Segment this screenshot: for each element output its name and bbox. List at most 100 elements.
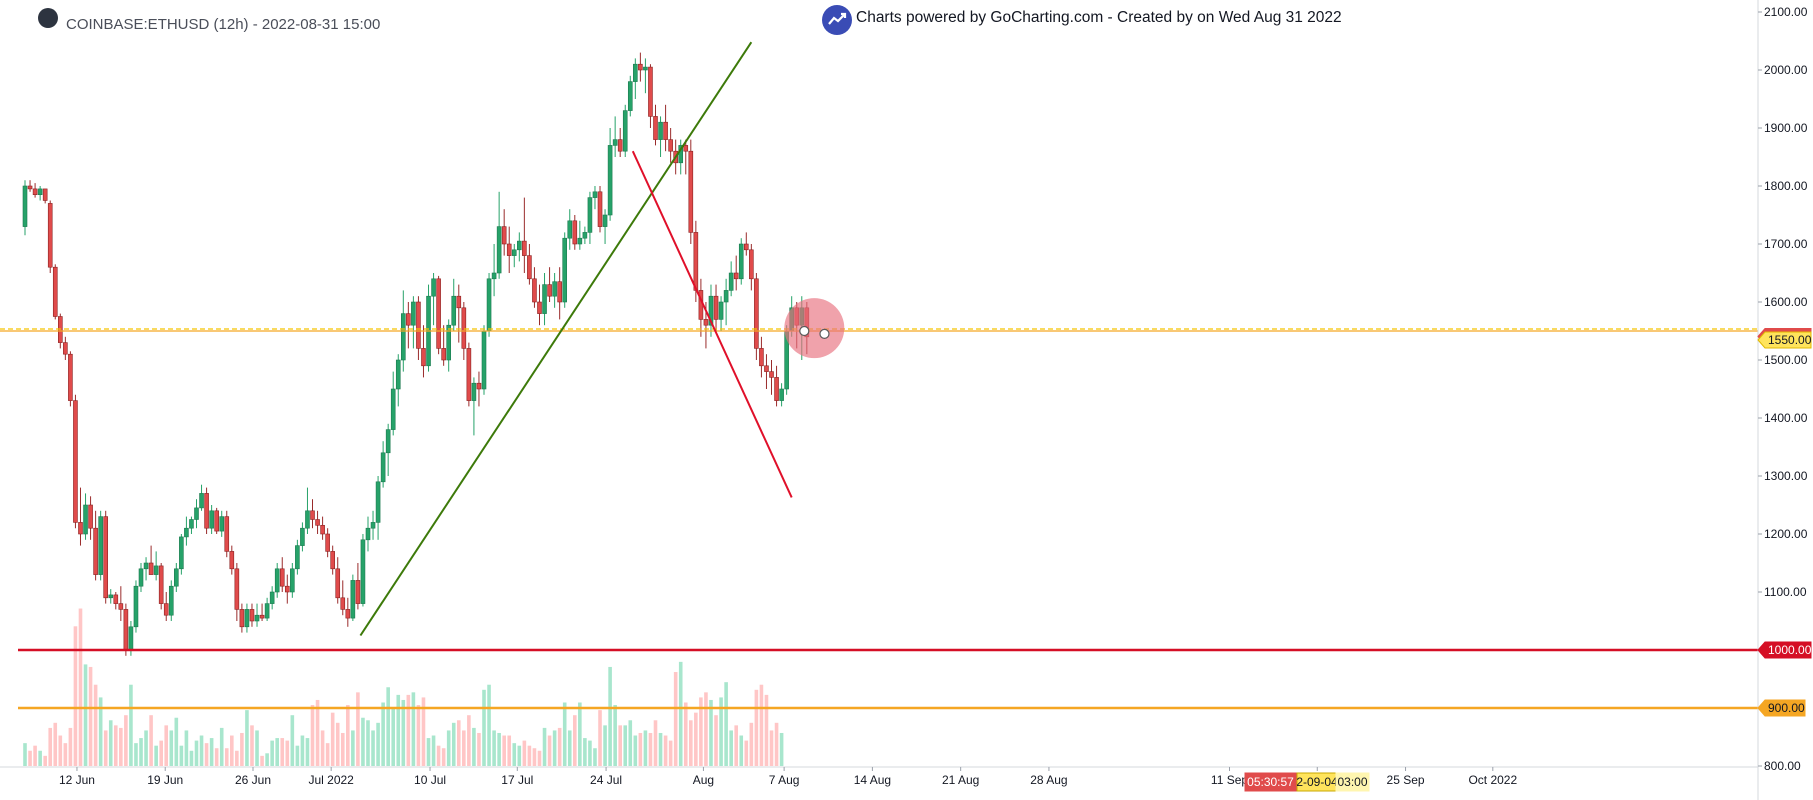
candle-body xyxy=(199,493,204,509)
candle-body xyxy=(622,110,628,152)
candle-body xyxy=(400,313,406,361)
volume-bar xyxy=(189,750,194,766)
candle-body xyxy=(108,594,114,599)
volume-bar xyxy=(245,710,249,766)
candle-body xyxy=(123,609,129,651)
candle-body xyxy=(47,203,53,268)
volume-bar xyxy=(93,684,98,766)
candle-body xyxy=(718,301,724,320)
candle-body xyxy=(375,481,381,523)
candle-body xyxy=(653,116,658,140)
volume-bar xyxy=(386,687,390,766)
volume-bar xyxy=(124,715,128,766)
volume-bar xyxy=(522,740,527,766)
candle-body xyxy=(68,353,73,401)
volume-bar xyxy=(769,730,774,766)
candle-body xyxy=(274,568,280,593)
volume-bar xyxy=(643,730,648,766)
volume-bar xyxy=(628,720,633,766)
volume-bar xyxy=(744,740,749,766)
candle-body xyxy=(78,522,83,535)
volume-bar xyxy=(421,697,426,766)
volume-bar xyxy=(396,694,401,766)
candle-body xyxy=(370,522,376,529)
candle-body xyxy=(184,527,189,538)
candle-body xyxy=(527,255,532,280)
volume-bar xyxy=(663,735,668,766)
candle-body xyxy=(743,243,749,251)
volume-bar xyxy=(658,732,663,766)
candle-body xyxy=(229,551,235,570)
candle-body xyxy=(471,382,477,401)
candle-body xyxy=(300,527,305,546)
y-tick-label: 1500.00 xyxy=(1764,353,1808,367)
volume-bar xyxy=(653,720,658,766)
volume-bar xyxy=(497,732,501,766)
volume-bar xyxy=(446,730,451,766)
candle-body xyxy=(592,191,598,198)
volume-bar xyxy=(416,705,421,766)
countdown-tag-label: 05:30:57 xyxy=(1247,775,1294,789)
volume-bar xyxy=(275,738,279,766)
candle-body xyxy=(643,66,648,71)
candle-body xyxy=(249,609,255,622)
volume-bar xyxy=(774,722,779,766)
volume-bar xyxy=(694,712,698,766)
candle-body xyxy=(738,243,744,280)
candle-body xyxy=(395,359,401,390)
volume-bar xyxy=(139,738,143,766)
candle-body xyxy=(638,63,643,71)
candle-body xyxy=(290,568,295,593)
candle-body xyxy=(254,614,260,622)
candle-body xyxy=(385,429,391,454)
hour-tag-bg xyxy=(1335,772,1370,792)
downtrend-line xyxy=(631,150,793,498)
volume-bar xyxy=(134,743,138,766)
x-tick-label: 24 Jul xyxy=(590,773,622,787)
x-tick-label: 25 Sep xyxy=(1387,773,1425,787)
volume-bar xyxy=(235,750,239,766)
volume-bar xyxy=(482,689,486,766)
candle-body xyxy=(723,290,729,303)
candle-body xyxy=(390,388,396,430)
volume-bar xyxy=(230,735,234,766)
candle-body xyxy=(476,382,482,390)
volume-bar xyxy=(603,725,607,766)
candle-body xyxy=(627,81,633,111)
volume-bar xyxy=(552,730,557,766)
volume-bar xyxy=(583,738,587,766)
volume-bar xyxy=(103,730,108,766)
candle-body xyxy=(764,365,769,372)
candle-body xyxy=(693,232,699,291)
volume-bar xyxy=(98,697,103,766)
x-tick-label: Oct 2022 xyxy=(1468,773,1517,787)
candle-body xyxy=(441,348,446,361)
support-900-tag-label: 900.00 xyxy=(1768,701,1805,715)
candle-body xyxy=(88,504,93,529)
uptrend-line xyxy=(359,41,753,637)
volume-bar xyxy=(724,682,728,766)
volume-bar xyxy=(406,694,411,766)
volume-bar xyxy=(608,666,612,766)
x-tick-label: 26 Jun xyxy=(235,773,271,787)
candle-body xyxy=(315,519,320,526)
volume-bar xyxy=(38,750,42,766)
volume-bar xyxy=(113,725,118,766)
candle-body xyxy=(380,452,386,483)
candle-body xyxy=(617,139,623,152)
symbol-title: COINBASE:ETHUSD (12h) - 2022-08-31 15:00 xyxy=(66,16,381,33)
app-logo-icon[interactable] xyxy=(38,8,58,28)
candle-body xyxy=(759,348,764,367)
volume-bar xyxy=(462,730,466,766)
volume-bar xyxy=(436,745,441,766)
y-tick-label: 2100.00 xyxy=(1764,5,1808,19)
x-tick-label: 11 Sep xyxy=(1211,773,1248,787)
candle-body xyxy=(769,371,774,378)
volume-bar xyxy=(487,684,491,766)
volume-bar xyxy=(689,720,693,766)
volume-bars xyxy=(23,608,784,766)
candle-body xyxy=(547,284,552,297)
candle-body xyxy=(133,585,139,628)
y-tick-label: 2000.00 xyxy=(1764,63,1808,77)
